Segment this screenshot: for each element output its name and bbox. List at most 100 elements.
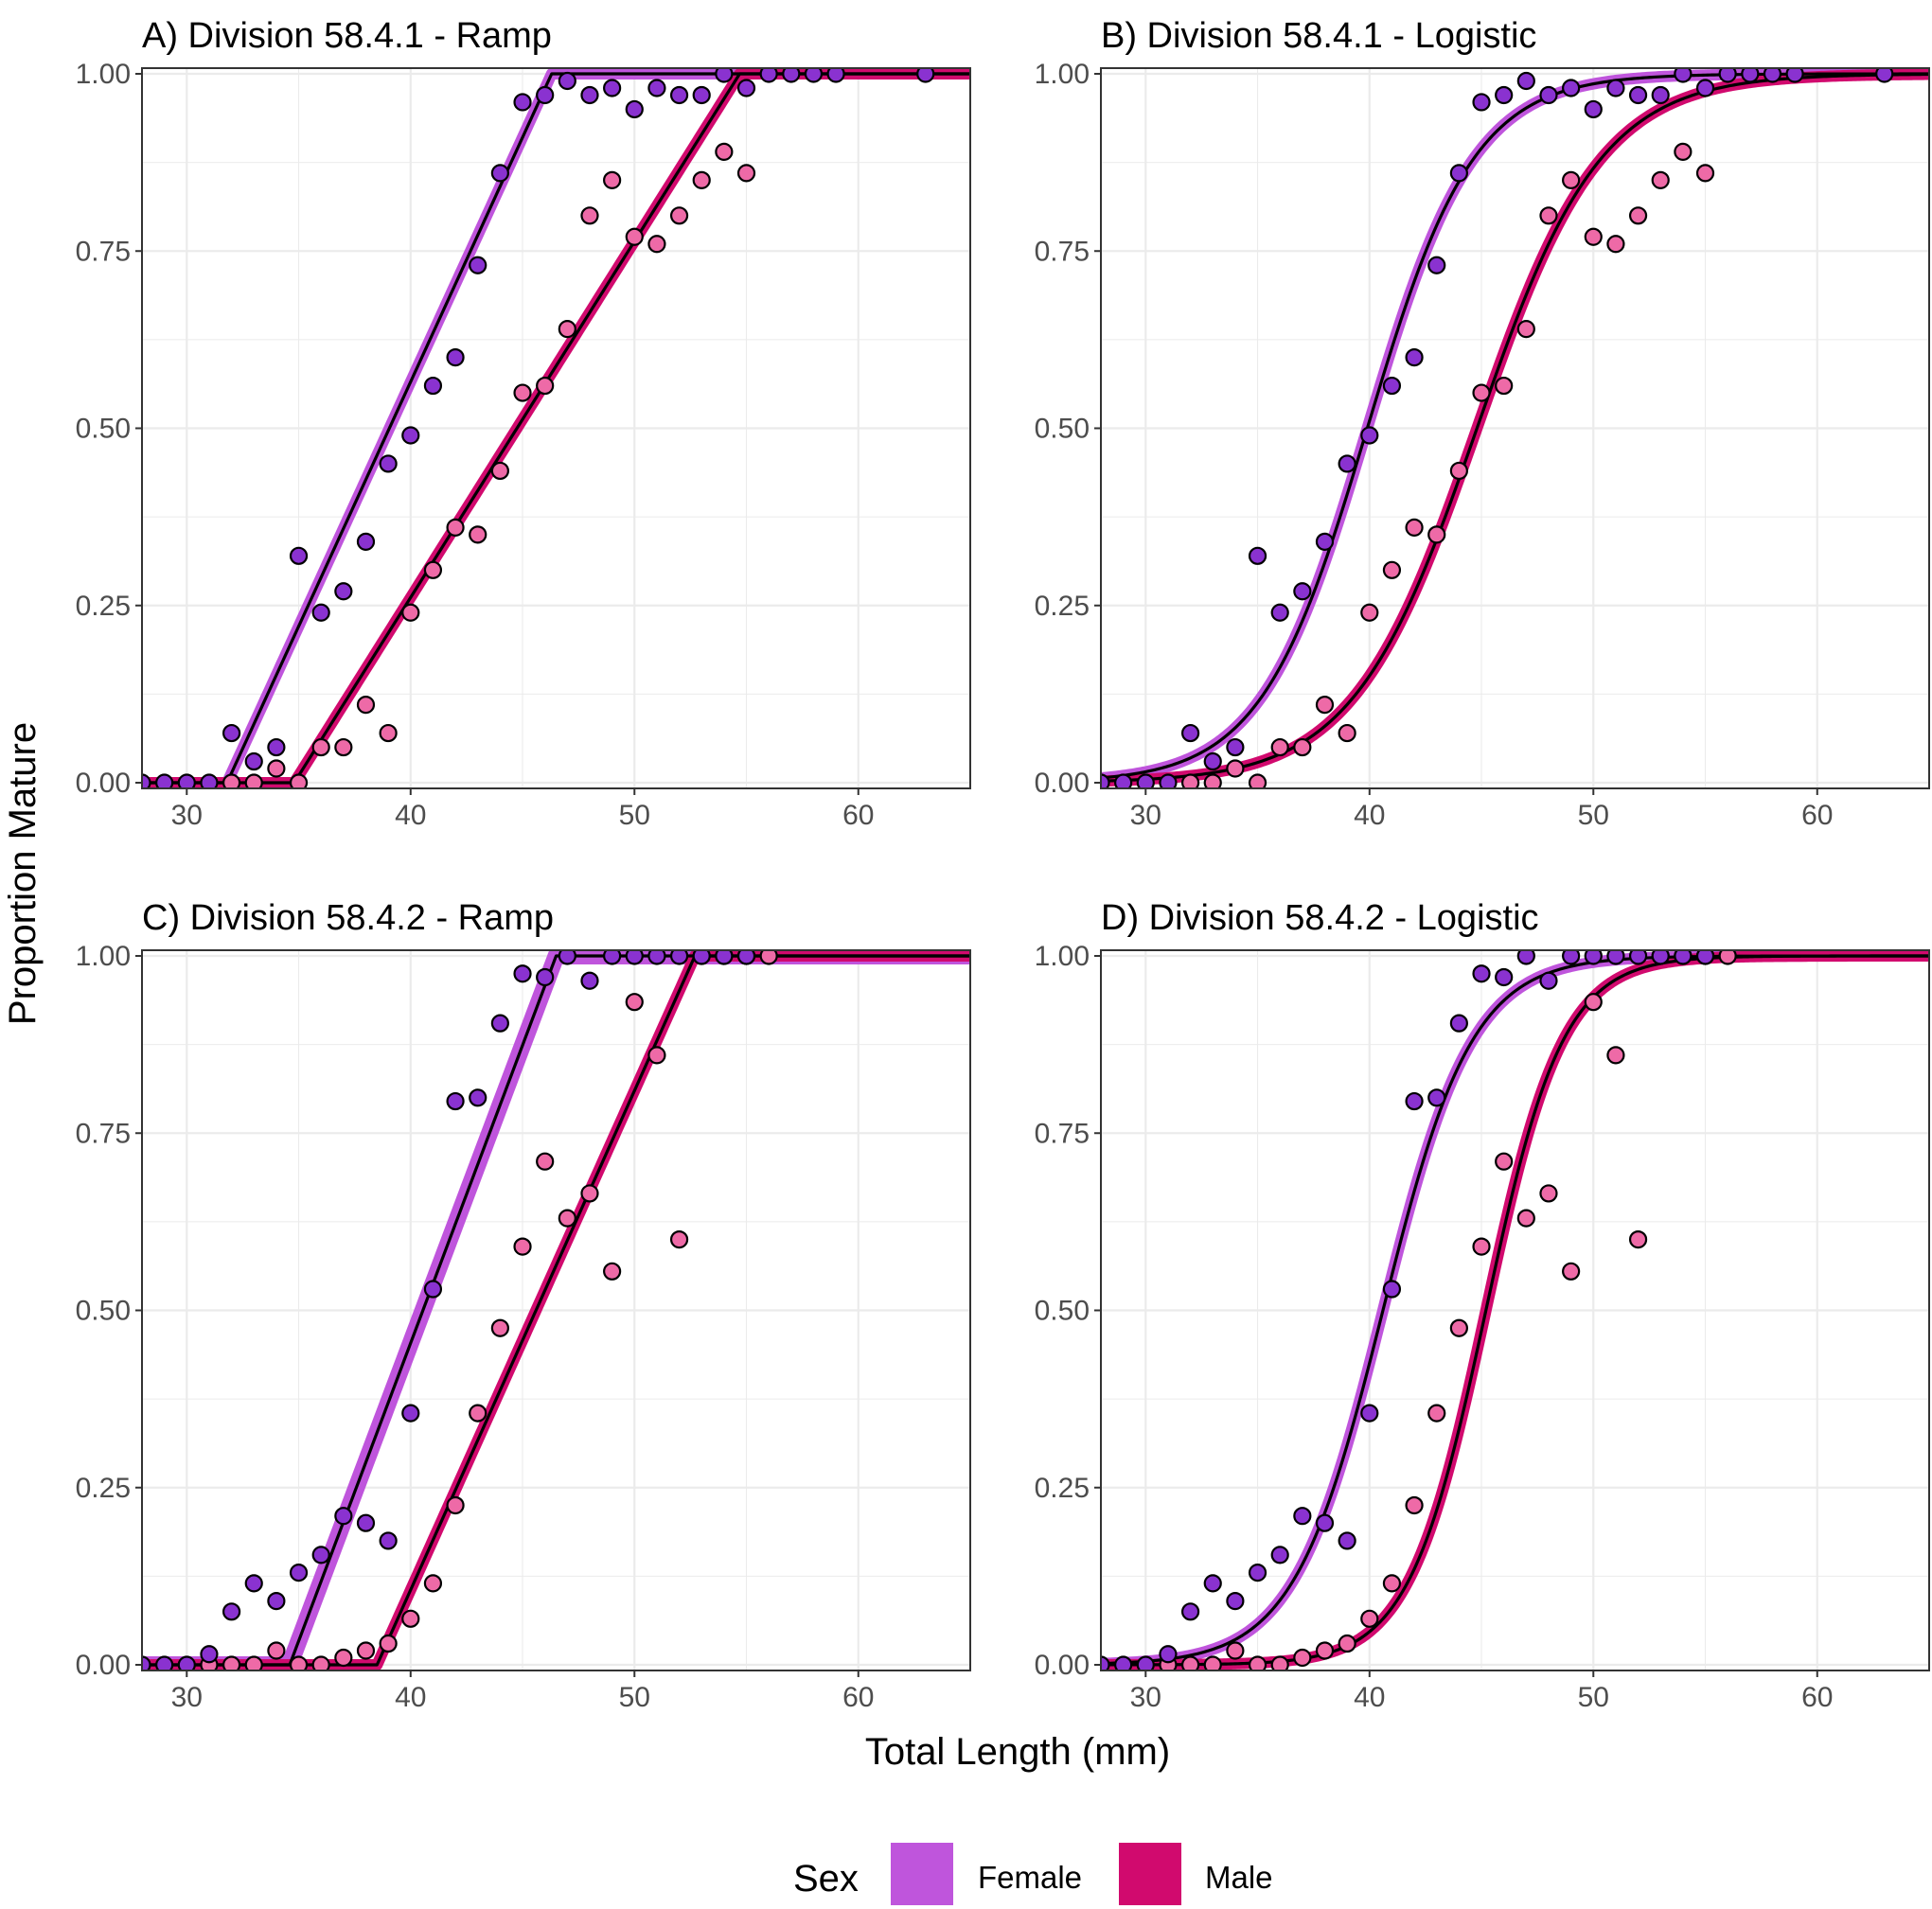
data-point-male bbox=[603, 170, 622, 189]
data-point-male bbox=[1562, 1262, 1581, 1281]
data-point-male bbox=[267, 759, 286, 778]
data-point-male bbox=[1651, 170, 1670, 189]
data-point-male bbox=[1427, 1404, 1446, 1423]
y-axis-title: Proportion Mature bbox=[2, 722, 44, 1025]
data-point-female bbox=[715, 950, 734, 965]
data-point-female bbox=[423, 376, 443, 396]
data-point-female bbox=[1293, 1507, 1312, 1526]
data-point-male bbox=[647, 1046, 666, 1065]
y-tick-label: 0.25 bbox=[1035, 591, 1090, 622]
data-point-male bbox=[244, 1655, 263, 1670]
data-point-male bbox=[423, 1574, 443, 1593]
data-point-female bbox=[1159, 773, 1178, 788]
data-point-female bbox=[1248, 1564, 1267, 1582]
data-point-female bbox=[334, 1507, 353, 1526]
data-point-male bbox=[1180, 773, 1200, 788]
data-point-female bbox=[1516, 71, 1535, 91]
data-point-female bbox=[692, 950, 711, 965]
data-point-female bbox=[356, 1513, 376, 1532]
fit-line-male bbox=[1101, 954, 1929, 1667]
y-tick-label: 0.00 bbox=[1035, 1650, 1090, 1681]
x-tick-label: 60 bbox=[1801, 800, 1833, 831]
data-point-female bbox=[1516, 950, 1535, 965]
x-tick-label: 40 bbox=[1354, 800, 1385, 831]
data-point-female bbox=[177, 1655, 196, 1670]
data-point-female bbox=[334, 582, 353, 601]
y-tick-label: 0.50 bbox=[1035, 1296, 1090, 1327]
y-tick-label: 0.50 bbox=[76, 414, 131, 445]
data-point-male bbox=[513, 1237, 532, 1256]
data-point-female bbox=[1584, 950, 1603, 965]
data-point-female bbox=[1449, 1014, 1468, 1033]
y-tick-label: 0.75 bbox=[1035, 236, 1090, 267]
data-point-female bbox=[580, 971, 599, 990]
data-point-female bbox=[1136, 773, 1155, 788]
data-point-male bbox=[558, 320, 576, 339]
data-point-female bbox=[1606, 950, 1625, 965]
data-point-male bbox=[401, 1609, 420, 1628]
data-point-female bbox=[1270, 603, 1289, 622]
data-point-male bbox=[1472, 1237, 1491, 1256]
data-point-female bbox=[1360, 426, 1379, 445]
data-point-female bbox=[1405, 1091, 1424, 1111]
data-point-female bbox=[1427, 256, 1446, 274]
data-point-male bbox=[603, 1262, 622, 1281]
data-point-female bbox=[782, 68, 801, 83]
data-point-female bbox=[715, 68, 734, 83]
panel-d: 0.00 0.25 0.50 0.75 1.00 30 40 50 60 D) Division … bbox=[1035, 898, 1930, 1713]
data-point-female bbox=[826, 68, 845, 83]
data-point-male bbox=[1695, 164, 1715, 183]
data-point-female bbox=[1785, 68, 1804, 83]
data-point-female bbox=[1449, 164, 1468, 183]
data-point-female bbox=[1114, 1655, 1133, 1670]
data-point-male bbox=[1338, 1634, 1356, 1653]
x-tick-label: 30 bbox=[1130, 800, 1161, 831]
data-point-female bbox=[1180, 723, 1200, 743]
data-point-female bbox=[267, 1591, 286, 1611]
data-point-male bbox=[356, 1641, 376, 1660]
data-point-male bbox=[580, 1184, 599, 1203]
y-tick-label: 1.00 bbox=[76, 941, 131, 972]
panel-b: 0.00 0.25 0.50 0.75 1.00 30 40 50 60 B) Division … bbox=[1035, 16, 1930, 831]
data-point-male bbox=[1315, 696, 1335, 715]
data-point-male bbox=[692, 170, 711, 189]
data-point-male bbox=[1293, 737, 1312, 757]
data-point-female bbox=[311, 603, 330, 622]
data-point-female bbox=[1472, 93, 1491, 112]
y-tick-label: 0.25 bbox=[1035, 1473, 1090, 1504]
data-point-female bbox=[1472, 964, 1491, 983]
data-point-female bbox=[1159, 1645, 1178, 1664]
data-point-female bbox=[423, 1280, 443, 1299]
legend-title: Sex bbox=[793, 1858, 859, 1900]
data-point-female bbox=[1651, 85, 1670, 105]
data-point-female bbox=[222, 1602, 241, 1621]
data-point-female bbox=[142, 1655, 151, 1670]
data-point-male bbox=[423, 560, 443, 579]
panel-a: 0.00 0.25 0.50 0.75 1.00 30 40 50 60 A) Division … bbox=[76, 16, 971, 831]
data-point-male bbox=[580, 206, 599, 225]
data-point-female bbox=[177, 773, 196, 788]
data-point-male bbox=[1360, 603, 1379, 622]
data-point-male bbox=[334, 1648, 353, 1668]
data-point-female bbox=[490, 164, 509, 183]
data-point-female bbox=[1101, 1655, 1110, 1670]
data-point-male bbox=[1293, 1648, 1312, 1668]
data-point-female bbox=[1741, 68, 1760, 83]
data-point-female bbox=[1226, 737, 1245, 757]
x-tick-label: 50 bbox=[1578, 800, 1609, 831]
data-point-female bbox=[580, 85, 599, 105]
data-point-female bbox=[200, 773, 219, 788]
data-point-female bbox=[1651, 950, 1670, 965]
data-point-female bbox=[155, 773, 174, 788]
data-point-male bbox=[1382, 1574, 1402, 1593]
data-point-male bbox=[334, 737, 353, 757]
data-point-female bbox=[1584, 99, 1603, 119]
data-point-female bbox=[1562, 79, 1581, 97]
data-point-female bbox=[1628, 950, 1648, 965]
data-point-female bbox=[513, 93, 532, 112]
data-point-female bbox=[1674, 950, 1693, 965]
data-point-male bbox=[1449, 461, 1468, 481]
panel-title: B) Division 58.4.1 - Logistic bbox=[1101, 16, 1536, 56]
x-tick-label: 40 bbox=[1354, 1682, 1385, 1713]
y-tick-label: 0.50 bbox=[76, 1296, 131, 1327]
